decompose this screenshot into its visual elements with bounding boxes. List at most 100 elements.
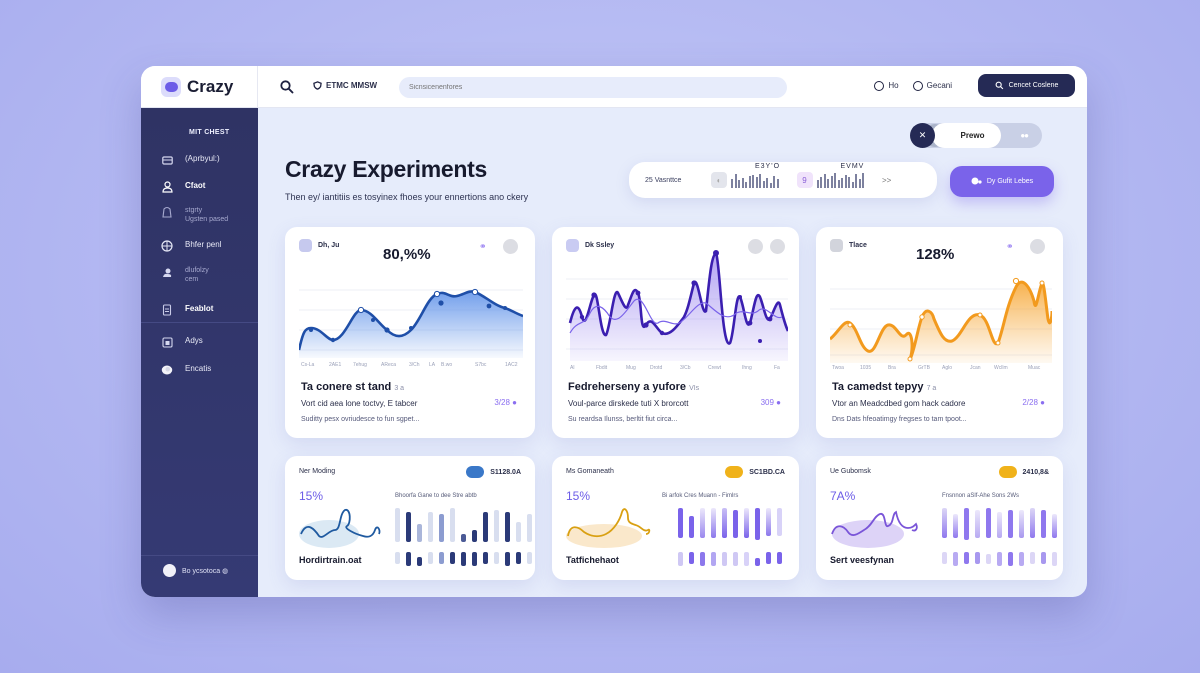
bar-chart-top <box>395 508 532 542</box>
bag-icon <box>161 206 173 218</box>
svg-text:Bra: Bra <box>888 365 896 371</box>
summary-card-amount: SC1BD.CA <box>725 466 785 478</box>
radio-option-2[interactable]: Gecani <box>912 80 952 91</box>
svg-text:Drotd: Drotd <box>650 365 662 371</box>
summary-card-legend: Bhoorfa Gane to dee Stre abtb <box>395 493 477 499</box>
experiment-card-1[interactable]: Dh, Ju 80,%% ⚭ Cs-La 2AE1 7ehug AReca 3/Ch LA… <box>285 227 535 438</box>
radio-icon <box>912 80 923 91</box>
top-action-button[interactable]: Cencet Coslene <box>978 74 1075 97</box>
summary-card-2[interactable]: Ms Gomaneath SC1BD.CA 15% Bi arfok Cres … <box>552 456 799 580</box>
sidebar-item-3[interactable]: stgrty Ugsten pased <box>161 206 228 224</box>
card-count-badge: 2/28 ● <box>1022 398 1045 407</box>
view-toggle[interactable]: Prewo ✕ ●● <box>910 123 1042 148</box>
area-chart: Cs-La 2AE1 7ehug AReca 3/Ch LA B.wo S7bc 1AC2 <box>299 288 523 368</box>
summary-card-legend: Fnsnnon aSlf-Ahe Sons 2Ws <box>942 493 1020 499</box>
sidebar-item-4[interactable]: Bhfer penl <box>161 240 221 252</box>
top-bar: Crazy ETMC MMSW Ho Gecani <box>141 66 1087 108</box>
svg-text:Ihng: Ihng <box>742 365 752 371</box>
page-subtitle: Then ey/ iantitiis es tosyinex fhoes you… <box>285 192 529 202</box>
svg-text:Fa: Fa <box>774 365 780 371</box>
egg-icon <box>161 364 173 376</box>
metric-caption: E3Y'O <box>755 163 781 170</box>
experiment-card-3[interactable]: Tlace 128% ⚭ Twoa 1035 Bra GrTB Aglo Jcan Wcll… <box>816 227 1063 438</box>
svg-text:Muac: Muac <box>1028 365 1041 371</box>
double-chevron-right-icon[interactable]: >> <box>882 175 892 185</box>
card-header: Dk Ssley <box>566 239 614 252</box>
svg-text:Jcan: Jcan <box>970 365 981 371</box>
primary-action-button[interactable]: Dy Gufit Lebes <box>950 166 1054 197</box>
toggle-option-active[interactable]: Prewo <box>932 123 1001 148</box>
sidebar-item-5[interactable]: dlufolzy cem <box>161 266 209 284</box>
sidebar: MIT CHEST (Aprbyul:) Cfaot stgrty Ugsten … <box>141 108 258 597</box>
avatar <box>163 564 176 577</box>
summary-card-amount: 2410,8& <box>998 466 1049 478</box>
card-value: 80,%% <box>383 246 431 263</box>
sidebar-item-7[interactable]: Adys <box>161 336 203 348</box>
blob-icon <box>466 466 485 478</box>
sidebar-item-label: Feablot <box>185 304 214 313</box>
summary-card-footer: Hordirtrain.oat <box>299 555 362 565</box>
bar-chart-top <box>942 508 1057 540</box>
sidebar-item-label: Adys <box>185 336 203 345</box>
card-close-button[interactable] <box>770 239 785 254</box>
search-input[interactable] <box>399 77 787 98</box>
sidebar-footer-user[interactable]: Bo ycsotoca ◍ <box>163 564 228 577</box>
card-menu-button[interactable] <box>748 239 763 254</box>
summary-card-3[interactable]: Ue Gubomsk 2410,8& 7A% Fnsnnon aSlf-Ahe … <box>816 456 1063 580</box>
summary-card-head: Ms Gomaneath <box>566 468 614 475</box>
summary-card-percent: 15% <box>299 489 324 503</box>
svg-text:Fbdit: Fbdit <box>596 365 608 371</box>
link-icon[interactable]: ⚭ <box>1006 241 1014 251</box>
blob-icon <box>998 466 1017 478</box>
experiment-card-2[interactable]: Dk Ssley Al Fbdit Mug Drotd 3/Cb Crewt Ihng Fa … <box>552 227 799 438</box>
sidebar-item-label: Cfaot <box>185 181 206 190</box>
bar-chart-bottom <box>942 552 1057 566</box>
stats-pill: 25 Vasnttce ◐ E3Y'O 9 EVMV >> <box>629 162 937 198</box>
svg-text:LA: LA <box>429 362 436 368</box>
link-icon[interactable]: ⚭ <box>479 241 487 251</box>
summary-card-footer: Tatfichehaot <box>566 555 619 565</box>
card-menu-button[interactable] <box>1030 239 1045 254</box>
svg-text:1035: 1035 <box>860 365 871 371</box>
sidebar-item-8[interactable]: Encatis <box>161 364 211 376</box>
card-head-label: Dh, Ju <box>318 242 340 249</box>
svg-text:Cs-La: Cs-La <box>301 362 315 368</box>
sidebar-item-label: Bhfer penl <box>185 240 222 249</box>
stats-metric-2: EVMV <box>816 163 864 188</box>
card-description: Vort cid aea lone toctvy, E tabcer <box>301 399 418 408</box>
card-title: Ta camedst tepyy 7 a <box>832 381 937 393</box>
sparkline <box>299 509 381 548</box>
sparkline <box>566 508 651 548</box>
svg-text:Al: Al <box>570 365 574 371</box>
svg-text:3/Cb: 3/Cb <box>680 365 691 371</box>
brand[interactable]: Crazy <box>141 66 258 108</box>
sidebar-item-6[interactable]: Feablot <box>161 304 213 316</box>
svg-text:2AE1: 2AE1 <box>329 362 341 368</box>
filter-menu[interactable]: ETMC MMSW <box>313 81 377 90</box>
number-badge-icon: 9 <box>796 172 813 188</box>
radio-icon <box>874 80 885 91</box>
card-thumb-icon <box>299 239 312 252</box>
area-chart: Twoa 1035 Bra GrTB Aglo Jcan Wcllm Muac <box>830 277 1052 371</box>
stats-metric-1: E3Y'O <box>731 163 779 188</box>
card-note: Suditty pesx ovriudesce to fun sgpet... <box>301 416 420 423</box>
close-icon[interactable]: ✕ <box>910 123 935 148</box>
sidebar-item-sublabel: cem <box>185 276 199 283</box>
card-description: Voul-parce dirskede tuti X brorcott <box>568 399 689 408</box>
sidebar-item-2[interactable]: Cfaot <box>161 181 205 193</box>
summary-card-1[interactable]: Ner Moding S1128.0A 15% Bhoorfa Gane to … <box>285 456 535 580</box>
card-menu-button[interactable] <box>503 239 518 254</box>
calendar-icon <box>161 336 173 348</box>
radio-option-1[interactable]: Ho <box>874 80 899 91</box>
summary-card-head: Ner Moding <box>299 468 336 475</box>
dots-icon[interactable]: ●● <box>1020 131 1029 140</box>
card-head-label: Tlace <box>849 242 867 249</box>
bar-chart-top <box>678 508 782 540</box>
radio-label: Ho <box>888 81 899 90</box>
svg-text:S7bc: S7bc <box>475 362 487 368</box>
summary-card-head: Ue Gubomsk <box>830 468 871 475</box>
search-icon[interactable] <box>279 79 295 95</box>
line-chart: Al Fbdit Mug Drotd 3/Cb Crewt Ihng Fa <box>566 250 788 371</box>
summary-card-legend: Bi arfok Cres Muann - Fimlrs <box>662 493 739 499</box>
sidebar-item-1[interactable]: (Aprbyul:) <box>161 154 220 166</box>
